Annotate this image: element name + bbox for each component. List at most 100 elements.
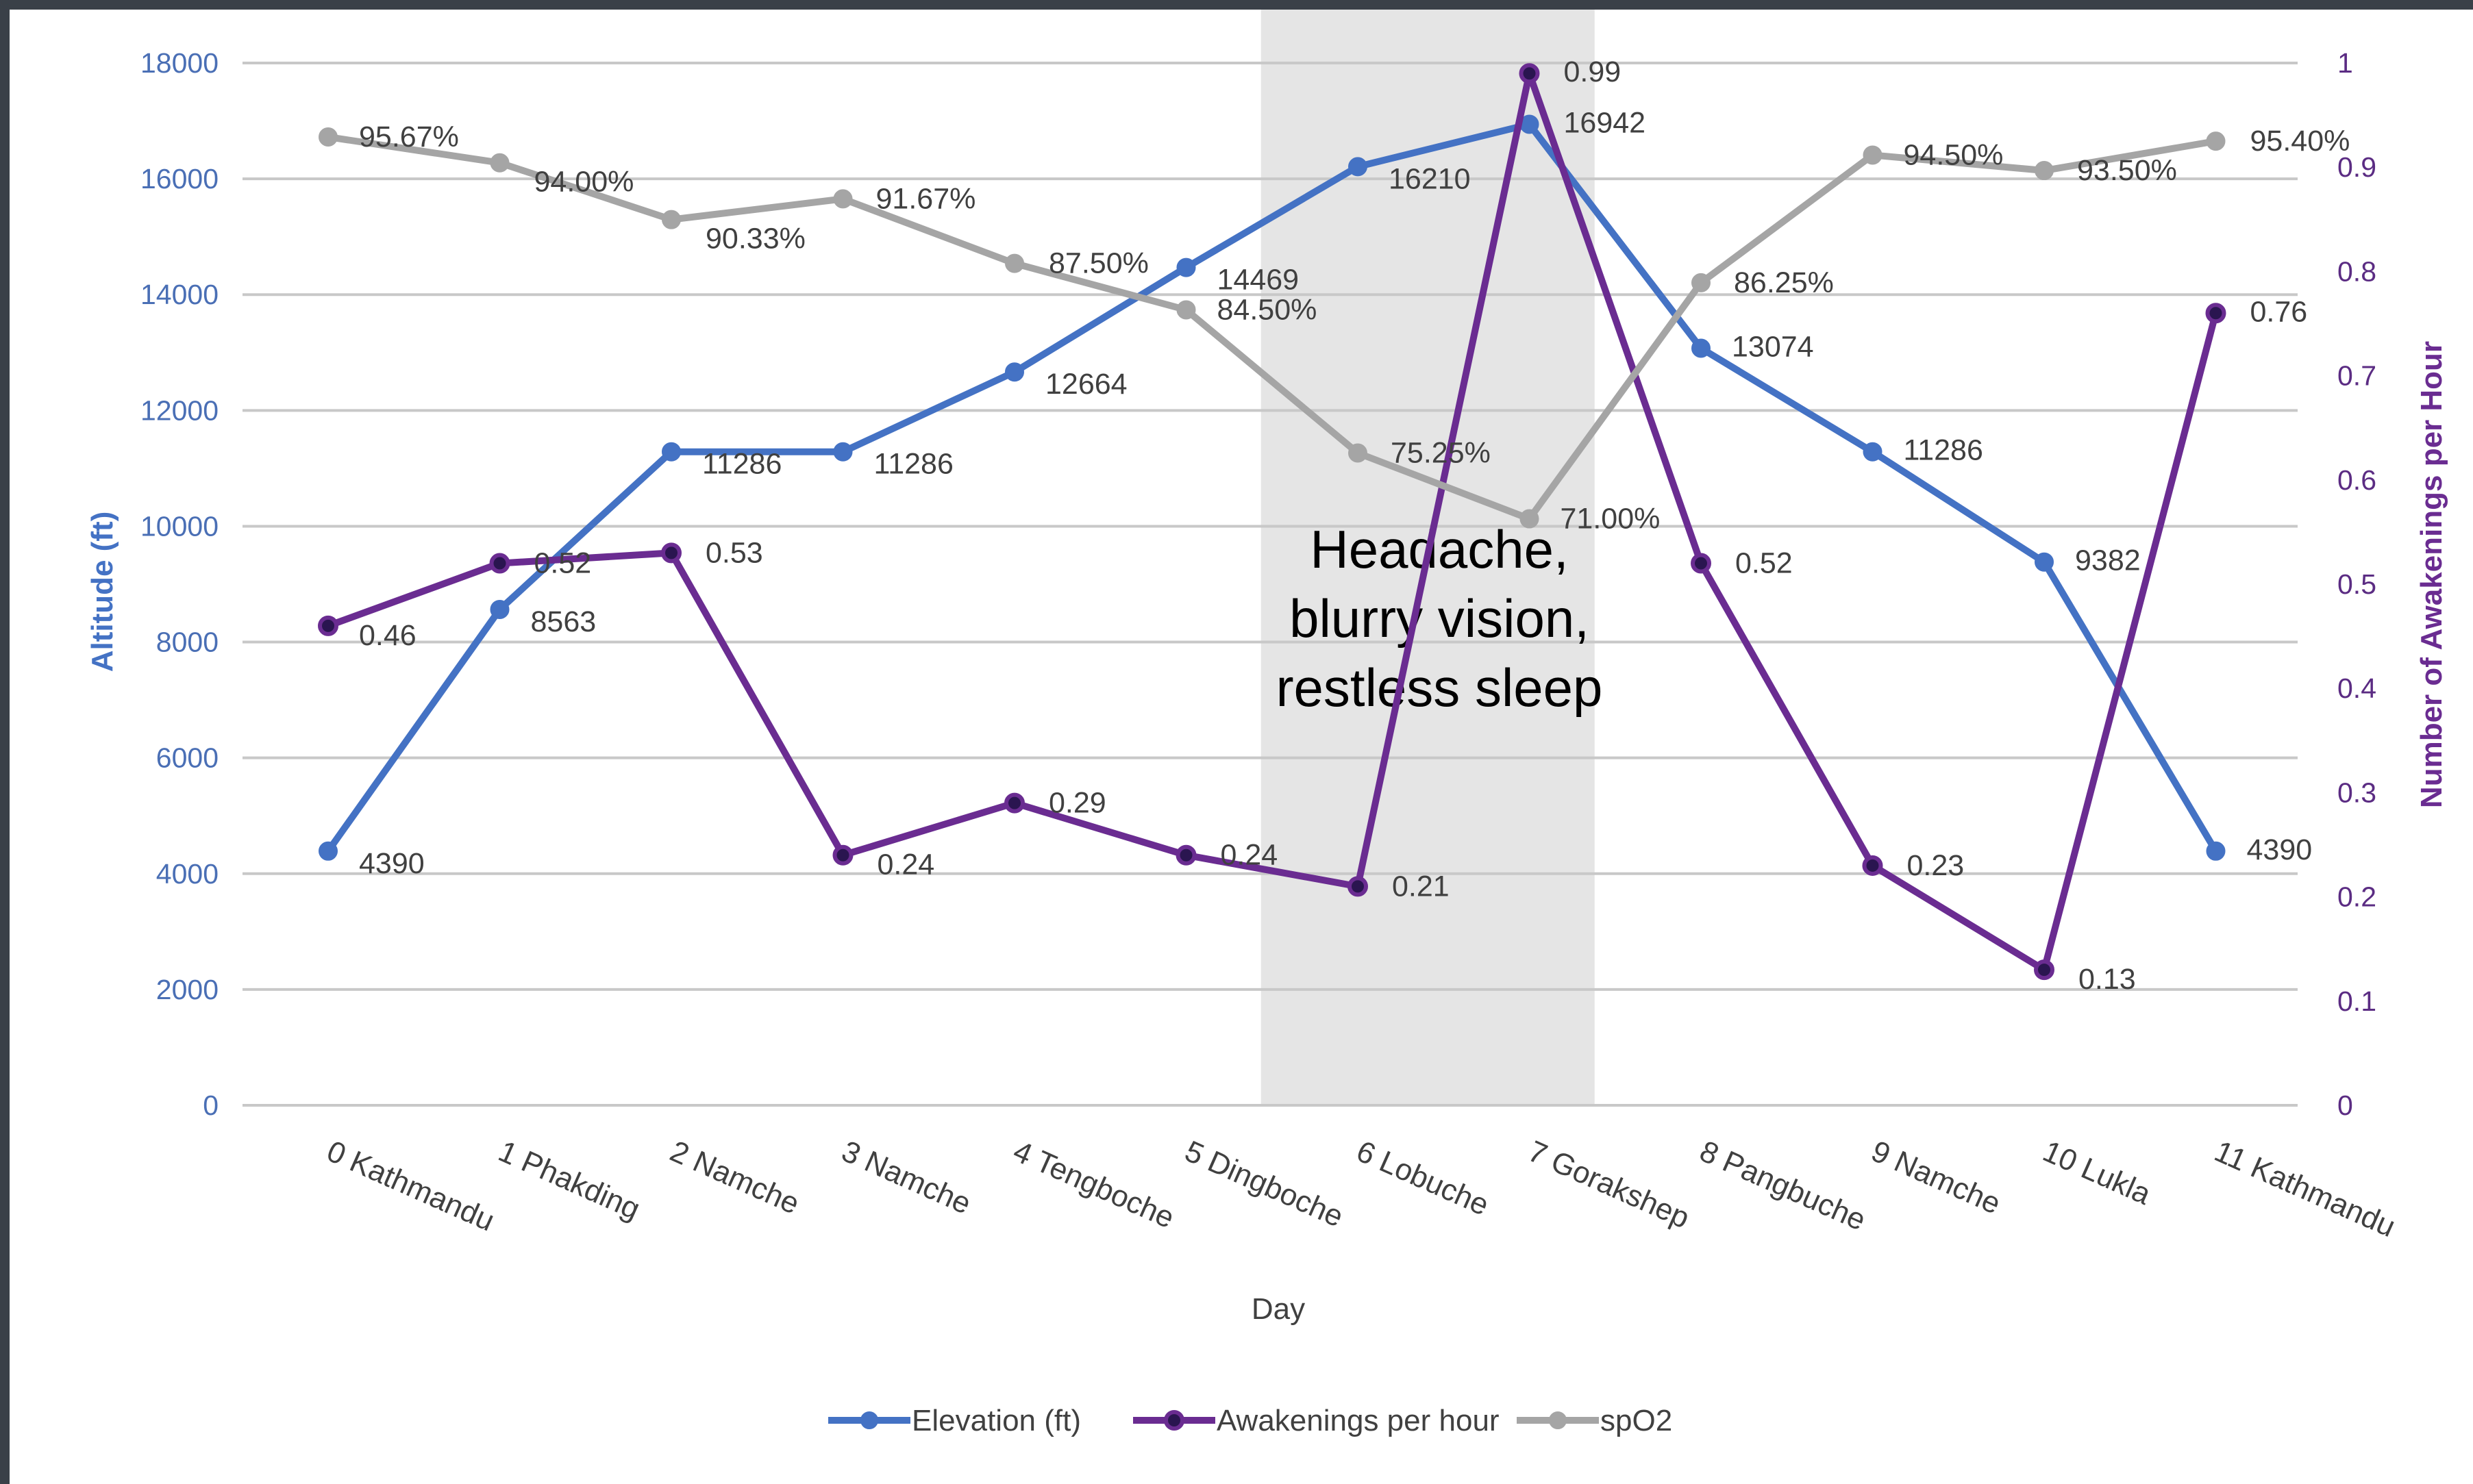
y-tick-label-left: 2000 bbox=[156, 974, 219, 1005]
chart-panel: 0 2000 4000 6000 8000 10000 12000 14000 16000 180… bbox=[10, 10, 2473, 1484]
data-point-awakenings-per-hour bbox=[1347, 876, 1368, 897]
series-line-awakenings-per-hour bbox=[325, 70, 2220, 974]
data-label-elevation-ft: 11286 bbox=[1904, 434, 1983, 467]
y-tick-label-right: 0 bbox=[2337, 1090, 2353, 1121]
data-label-spo2: 93.50% bbox=[2077, 154, 2177, 187]
x-tick-label: 5 Dingboche bbox=[1180, 1134, 1348, 1233]
data-label-elevation-ft: 8563 bbox=[531, 605, 597, 638]
data-label-spo2: 71.00% bbox=[1561, 503, 1661, 536]
y-tick-label-right: 0.5 bbox=[2337, 568, 2376, 600]
data-point-elevation-ft bbox=[1005, 362, 1024, 382]
data-label-awakenings-per-hour: 0.76 bbox=[2250, 295, 2308, 328]
data-label-spo2: 94.00% bbox=[534, 166, 634, 199]
data-point-awakenings-per-hour bbox=[318, 615, 338, 636]
data-label-spo2: 75.25% bbox=[1391, 436, 1491, 469]
data-point-spo2 bbox=[662, 210, 681, 229]
data-label-spo2: 86.25% bbox=[1734, 266, 1834, 299]
x-tick-label: 2 Namche bbox=[665, 1134, 804, 1220]
y-tick-label-left: 6000 bbox=[156, 742, 219, 774]
data-label-awakenings-per-hour: 0.21 bbox=[1392, 870, 1450, 903]
data-point-elevation-ft bbox=[1176, 257, 1196, 277]
y-tick-label-right: 0.2 bbox=[2337, 881, 2376, 913]
data-point-awakenings-per-hour bbox=[1862, 855, 1883, 876]
data-label-elevation-ft: 4390 bbox=[359, 847, 425, 880]
y-tick-label-left: 10000 bbox=[140, 510, 219, 542]
data-label-elevation-ft: 4390 bbox=[2247, 833, 2313, 866]
data-point-elevation-ft bbox=[490, 599, 510, 619]
data-point-elevation-ft bbox=[319, 841, 338, 861]
data-label-elevation-ft: 12664 bbox=[1045, 368, 1128, 401]
data-label-elevation-ft: 11286 bbox=[874, 448, 954, 481]
legend-marker-spo2 bbox=[1549, 1411, 1567, 1429]
data-point-spo2 bbox=[2035, 161, 2054, 181]
data-point-awakenings-per-hour bbox=[832, 844, 854, 866]
y-tick-label-left: 12000 bbox=[140, 394, 219, 426]
x-tick-label: 9 Namche bbox=[1866, 1134, 2005, 1220]
data-label-spo2: 84.50% bbox=[1217, 293, 1317, 326]
data-point-elevation-ft bbox=[1348, 157, 1367, 177]
series-line-spo2 bbox=[325, 134, 2220, 523]
data-label-elevation-ft: 16942 bbox=[1564, 106, 1646, 139]
data-label-spo2: 87.50% bbox=[1049, 247, 1149, 280]
legend-marker-awakenings-per-hour bbox=[1164, 1410, 1184, 1431]
annotation-line-2: blurry vision, bbox=[1289, 588, 1589, 649]
x-tick-label: 0 Kathmandu bbox=[322, 1134, 499, 1237]
data-label-spo2: 95.67% bbox=[359, 121, 459, 153]
data-point-spo2 bbox=[833, 189, 853, 209]
data-label-elevation-ft: 14469 bbox=[1217, 264, 1300, 297]
data-label-spo2: 95.40% bbox=[2250, 125, 2350, 158]
y-tick-label-left: 18000 bbox=[140, 47, 219, 79]
data-point-awakenings-per-hour bbox=[1691, 553, 1711, 574]
data-label-spo2: 90.33% bbox=[706, 223, 806, 255]
data-point-awakenings-per-hour bbox=[2205, 303, 2226, 324]
y-tick-label-right: 0.9 bbox=[2337, 151, 2376, 183]
y-tick-label-left: 4000 bbox=[156, 858, 219, 890]
data-point-awakenings-per-hour bbox=[1176, 844, 1197, 866]
data-label-awakenings-per-hour: 0.52 bbox=[1735, 547, 1793, 580]
y-tick-label-right: 0.6 bbox=[2337, 464, 2376, 496]
y-axis-title-left: Altitude (ft) bbox=[86, 512, 119, 672]
y-tick-label-left: 8000 bbox=[156, 627, 219, 658]
data-label-awakenings-per-hour: 0.29 bbox=[1049, 787, 1106, 820]
data-label-elevation-ft: 9382 bbox=[2075, 544, 2141, 577]
data-point-spo2 bbox=[1348, 443, 1367, 463]
x-tick-label: 10 Lukla bbox=[2038, 1134, 2156, 1211]
data-point-elevation-ft bbox=[833, 442, 853, 462]
y-tick-label-right: 0.1 bbox=[2337, 985, 2376, 1017]
y-tick-label-right: 1 bbox=[2337, 47, 2353, 79]
data-point-awakenings-per-hour bbox=[1004, 792, 1025, 814]
y-tick-label-left: 14000 bbox=[140, 279, 219, 310]
data-point-spo2 bbox=[1519, 509, 1539, 529]
x-tick-label: 1 Phakding bbox=[493, 1134, 645, 1226]
legend-marker-elevation-ft bbox=[860, 1411, 878, 1429]
data-point-spo2 bbox=[1863, 145, 1882, 165]
data-label-awakenings-per-hour: 0.99 bbox=[1564, 55, 1621, 88]
legend-label-elevation-ft: Elevation (ft) bbox=[912, 1404, 1081, 1437]
data-label-awakenings-per-hour: 0.52 bbox=[534, 547, 592, 580]
x-tick-label: 7 Gorakshep bbox=[1523, 1134, 1694, 1235]
data-label-awakenings-per-hour: 0.53 bbox=[706, 536, 763, 569]
y-tick-label-right: 0.4 bbox=[2337, 672, 2376, 704]
y-tick-label-right: 0.3 bbox=[2337, 777, 2376, 808]
data-label-elevation-ft: 13074 bbox=[1732, 331, 1814, 364]
data-point-awakenings-per-hour bbox=[1519, 63, 1540, 84]
data-point-elevation-ft bbox=[2206, 841, 2226, 861]
data-point-spo2 bbox=[1691, 273, 1711, 292]
data-point-spo2 bbox=[1176, 300, 1196, 320]
legend-label-spo2: spO2 bbox=[1600, 1404, 1672, 1437]
data-point-elevation-ft bbox=[2035, 552, 2054, 572]
data-label-spo2: 91.67% bbox=[876, 182, 976, 215]
x-axis-title: Day bbox=[1252, 1292, 1305, 1326]
x-tick-label: 8 Pangbuche bbox=[1695, 1134, 1871, 1237]
x-tick-label: 6 Lobuche bbox=[1352, 1134, 1494, 1222]
legend-label-awakenings-per-hour: Awakenings per hour bbox=[1217, 1404, 1500, 1437]
data-label-awakenings-per-hour: 0.46 bbox=[359, 619, 417, 652]
y-tick-label-left: 16000 bbox=[140, 163, 219, 194]
combo-line-chart: 0 2000 4000 6000 8000 10000 12000 14000 16000 180… bbox=[86, 10, 2448, 1437]
data-label-awakenings-per-hour: 0.24 bbox=[878, 848, 935, 881]
data-label-awakenings-per-hour: 0.13 bbox=[2078, 963, 2136, 996]
data-point-elevation-ft bbox=[662, 442, 681, 462]
data-point-spo2 bbox=[2206, 131, 2226, 151]
y-tick-label-right: 0.7 bbox=[2337, 360, 2376, 392]
